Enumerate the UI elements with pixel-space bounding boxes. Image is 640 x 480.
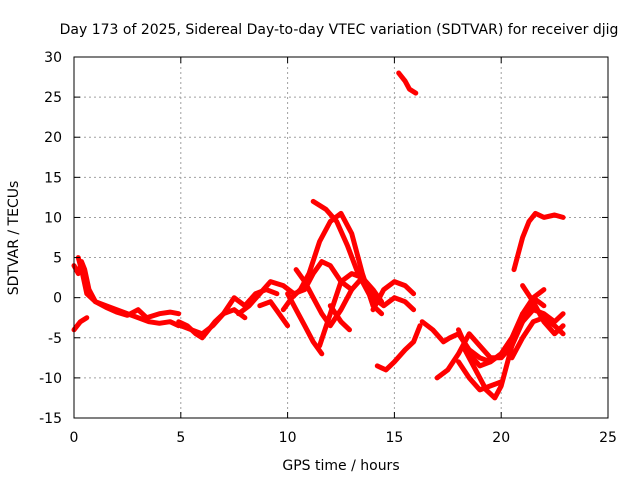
series-track-23 [520, 283, 566, 337]
plot-frame [73, 56, 609, 419]
y-tick-label: 15 [44, 170, 62, 186]
y-tick-label: 0 [53, 291, 62, 307]
x-tick-label: 15 [385, 430, 403, 446]
series-track-15 [396, 70, 419, 96]
y-tick-label: 25 [44, 90, 62, 106]
series-layer [71, 70, 566, 401]
tick-labels: 0 5 10 15 20 25 -15 -10 -5 0 5 10 15 20 25 30 [39, 50, 617, 446]
x-tick-label: 10 [279, 430, 297, 446]
chart-title: Day 173 of 2025, Sidereal Day-to-day VTE… [60, 22, 619, 38]
x-tick-label: 0 [70, 430, 79, 446]
series-track-19 [456, 307, 566, 369]
series-track-7 [257, 299, 291, 329]
x-tick-label: 5 [176, 430, 185, 446]
series-track-2 [71, 315, 90, 333]
series-track-20 [462, 295, 547, 401]
y-tick-label: 20 [44, 130, 62, 146]
series-track-12 [317, 271, 417, 349]
series-track-16 [374, 323, 423, 373]
series-track-14 [370, 279, 417, 313]
series-track-3 [75, 255, 182, 321]
y-tick-label: 10 [44, 210, 62, 226]
series-track-8 [280, 210, 385, 317]
y-tick-label: -5 [48, 331, 62, 347]
y-tick-label: -10 [39, 371, 62, 387]
series-track-24 [511, 210, 566, 273]
series-track-18 [434, 287, 547, 381]
y-tick-label: 30 [44, 50, 62, 66]
y-tick-label: -15 [39, 411, 62, 427]
series-track-13 [327, 303, 352, 333]
x-axis-title: GPS time / hours [282, 458, 399, 474]
series-track-21 [456, 359, 504, 393]
series-track-10 [285, 291, 325, 357]
x-tick-label: 20 [492, 430, 510, 446]
series-track-22 [509, 315, 566, 361]
y-axis-title: SDTVAR / TECUs [6, 181, 22, 296]
y-tick-label: 5 [53, 251, 62, 267]
axis-ticks [73, 56, 609, 419]
x-tick-label: 25 [599, 430, 617, 446]
grid-lines [74, 57, 608, 418]
